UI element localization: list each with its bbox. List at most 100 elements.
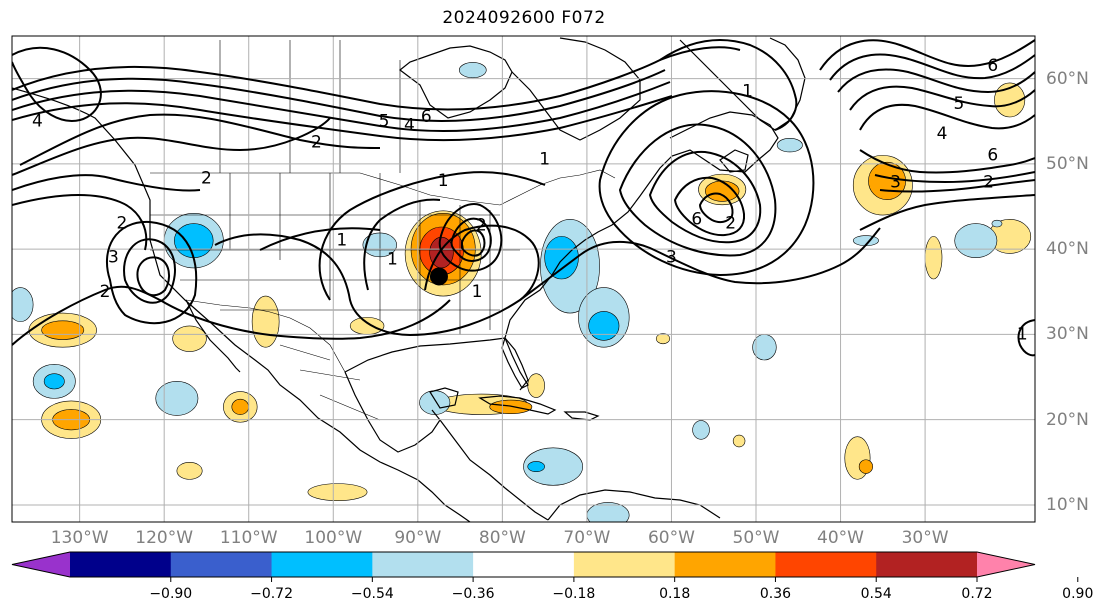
contour-label: 3 bbox=[108, 248, 119, 268]
contour-label: 2 bbox=[116, 214, 127, 234]
political-border-layer bbox=[150, 40, 616, 421]
yucatan bbox=[429, 387, 459, 409]
north-america-coastline bbox=[12, 87, 471, 522]
contour-label: 2 bbox=[201, 168, 212, 188]
storm-center-marker bbox=[429, 267, 448, 286]
colorbar-tick-label: 0.90 bbox=[1062, 586, 1094, 602]
contour-ea-south bbox=[859, 194, 1035, 231]
contour-label: 6 bbox=[691, 209, 702, 229]
contour-line-layer bbox=[12, 39, 1035, 357]
longitude-label: 60°W bbox=[647, 528, 695, 548]
anomaly-patch-38 bbox=[155, 381, 199, 416]
anomaly-patch-40 bbox=[523, 447, 583, 486]
anomaly-patch-37 bbox=[43, 373, 65, 390]
contour-label: 6 bbox=[987, 145, 998, 165]
anomaly-patch-32 bbox=[544, 236, 579, 280]
contour-jet-3 bbox=[12, 81, 671, 133]
contour-wc-low-3 bbox=[105, 220, 198, 325]
colorbar-tick-label: 0.18 bbox=[659, 586, 691, 602]
anomaly-patch-49 bbox=[692, 420, 710, 440]
colorbar-tick-label: −0.36 bbox=[451, 586, 495, 602]
contour-atl-low-3 bbox=[673, 176, 746, 237]
island-layer bbox=[429, 149, 749, 421]
colorbar-bin bbox=[573, 552, 676, 577]
contour-central-7 bbox=[259, 227, 381, 251]
anomaly-patch-50 bbox=[12, 287, 34, 322]
contour-atl-northwave bbox=[659, 39, 798, 131]
anomaly-patch-24 bbox=[858, 459, 873, 474]
contour-central-2 bbox=[363, 198, 441, 291]
newfoundland bbox=[719, 149, 749, 173]
contour-label: 3 bbox=[890, 173, 901, 193]
contour-label: 2 bbox=[476, 215, 487, 235]
florida bbox=[501, 336, 529, 389]
contour-label: 2 bbox=[311, 133, 322, 153]
latitude-label: 50°N bbox=[1046, 153, 1089, 174]
colorbar-tick-label: 0.72 bbox=[961, 586, 993, 602]
contour-label: 1 bbox=[472, 282, 483, 302]
anomaly-patch-26 bbox=[307, 483, 368, 501]
contour-ea-6 bbox=[859, 149, 1035, 174]
contour-central-1 bbox=[318, 171, 546, 301]
gulf-coastline bbox=[344, 337, 529, 391]
contour-label: 4 bbox=[404, 116, 415, 136]
anomaly-patch-19 bbox=[527, 373, 545, 398]
anomaly-patch-39 bbox=[419, 390, 451, 415]
anomaly-patch-16 bbox=[231, 398, 250, 415]
contour-jet-7 bbox=[12, 174, 201, 192]
latitude-label: 60°N bbox=[1046, 68, 1089, 89]
anomaly-patch-44 bbox=[954, 223, 998, 258]
contour-label: 5 bbox=[953, 94, 964, 114]
marker-layer bbox=[429, 267, 448, 286]
cuba bbox=[478, 395, 557, 415]
contour-label: 6 bbox=[421, 107, 432, 127]
anomaly-patch-25 bbox=[176, 462, 203, 480]
contour-ea-4 bbox=[849, 85, 1035, 111]
contour-label: 4 bbox=[32, 111, 43, 131]
latitude-label: 10°N bbox=[1046, 494, 1089, 515]
contour-atl-outer bbox=[598, 90, 815, 277]
longitude-label: 80°W bbox=[478, 528, 526, 548]
anomaly-patch-14 bbox=[349, 317, 385, 335]
mexico-states bbox=[279, 344, 381, 421]
colorbar-tick-label: −0.54 bbox=[350, 586, 394, 602]
state-lines-1 bbox=[229, 173, 491, 335]
contour-ea-5 bbox=[859, 103, 1035, 131]
anomaly-patch-22 bbox=[924, 236, 943, 280]
contour-jet-8 bbox=[12, 194, 148, 251]
contour-label: 3 bbox=[666, 248, 677, 268]
contour-jet-5 bbox=[19, 113, 381, 166]
plot-frame bbox=[11, 35, 1036, 523]
contour-atl-low-2 bbox=[648, 150, 762, 244]
longitude-label: 90°W bbox=[394, 528, 442, 548]
colorbar-bin bbox=[473, 552, 575, 577]
longitude-label: 110°W bbox=[219, 528, 278, 548]
map-title: 2024092600 F072 bbox=[442, 8, 606, 28]
anomaly-fill-layer bbox=[12, 62, 1032, 522]
longitude-label: 130°W bbox=[50, 528, 109, 548]
longitude-label: 30°W bbox=[901, 528, 949, 548]
colorbar-tick-label: 0.54 bbox=[860, 586, 892, 602]
anomaly-patch-18 bbox=[489, 399, 533, 415]
longitude-label: 70°W bbox=[563, 528, 611, 548]
contour-central-5 bbox=[461, 229, 486, 257]
contour-label: 1 bbox=[742, 81, 753, 101]
anomaly-patch-30 bbox=[174, 223, 214, 258]
contour-label: 1 bbox=[1017, 324, 1028, 344]
longitude-label: 50°W bbox=[732, 528, 780, 548]
contour-label: 1 bbox=[387, 249, 398, 269]
canada-provinces bbox=[219, 40, 401, 173]
contour-ea-1 bbox=[819, 39, 1035, 71]
anomaly-patch-27 bbox=[655, 333, 671, 345]
anomaly-patch-13 bbox=[251, 295, 280, 348]
contour-atl-low-1 bbox=[618, 123, 777, 257]
latitude-label: 30°N bbox=[1046, 324, 1089, 345]
anomaly-patch-12 bbox=[172, 325, 207, 352]
anomaly-patch-41 bbox=[527, 461, 545, 472]
contour-central-3 bbox=[438, 203, 503, 272]
contour-label: 2 bbox=[725, 214, 736, 234]
contour-label: 1 bbox=[438, 171, 449, 191]
graticule bbox=[12, 36, 1035, 522]
